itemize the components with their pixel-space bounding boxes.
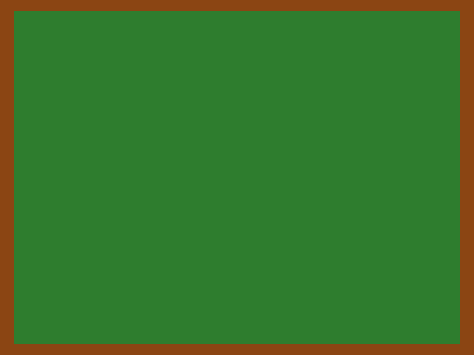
FancyBboxPatch shape (19, 218, 154, 337)
FancyBboxPatch shape (19, 62, 455, 208)
Text: Elementary Steps: Elementary Steps (38, 73, 155, 86)
Text: Step: Step (27, 240, 58, 253)
Text: Recognize: Recognize (27, 286, 95, 299)
FancyBboxPatch shape (320, 218, 456, 337)
Text: How to: How to (27, 272, 74, 285)
Text: Rate-Limiting: Rate-Limiting (27, 226, 117, 239)
Text: How to: How to (178, 272, 225, 285)
Text: How to: How to (329, 258, 375, 271)
FancyBboxPatch shape (170, 218, 305, 337)
Text: Bimolecular: Bimolecular (38, 127, 127, 140)
Text: Reaction: Reaction (178, 226, 237, 239)
Text: Catalysts: Catalysts (329, 226, 391, 239)
Text: Reaction Mechanisms: Reaction Mechanisms (51, 16, 423, 45)
Text: Examples: Examples (284, 73, 347, 86)
Text: Recognize: Recognize (178, 286, 246, 299)
Text: Intermediates: Intermediates (178, 240, 272, 253)
Text: Phenomenon: Phenomenon (182, 73, 269, 86)
Text: Termolecular: Termolecular (38, 152, 135, 164)
Text: Recognize: Recognize (329, 272, 397, 285)
Text: Unimolecular: Unimolecular (38, 102, 137, 115)
Text: Rate Law: Rate Law (367, 73, 428, 86)
